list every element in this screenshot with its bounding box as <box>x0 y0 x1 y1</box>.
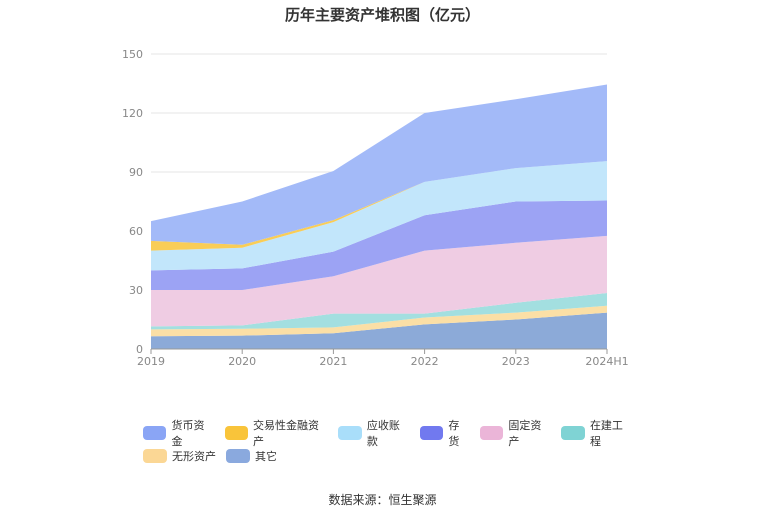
legend-item-construction[interactable]: 在建工程 <box>561 417 633 449</box>
legend-swatch-other <box>226 449 250 463</box>
legend-label-construction: 在建工程 <box>589 419 623 448</box>
legend-item-trading-assets[interactable]: 交易性金融资产 <box>224 417 329 449</box>
legend-item-cash[interactable]: 货币资金 <box>143 417 215 449</box>
legend-label-receivables: 应收账款 <box>366 419 400 448</box>
x-tick-label: 2022 <box>411 355 439 368</box>
legend-swatch-construction <box>561 426 585 440</box>
y-tick-label: 90 <box>129 166 143 179</box>
legend-swatch-receivables <box>338 426 362 440</box>
legend-row-2: 无形资产 其它 <box>143 448 643 464</box>
legend-swatch-inventory <box>419 426 444 440</box>
x-tick-label: 2019 <box>137 355 165 368</box>
area-series-5 <box>151 161 607 271</box>
y-tick-label: 150 <box>122 48 143 61</box>
legend-label-trading-assets: 交易性金融资产 <box>253 419 320 448</box>
stacked-area-chart: 0 30 60 90 120 150 2019 2020 2021 2022 2023 2024H1 <box>122 48 629 368</box>
legend-row-1: 货币资金 交易性金融资产 应收账款 存货 固定资产 在建工程 <box>143 419 643 448</box>
data-source: 数据来源：恒生聚源 <box>328 493 437 507</box>
area-series-3 <box>151 235 607 327</box>
legend-item-receivables[interactable]: 应收账款 <box>338 417 410 449</box>
y-tick-label: 30 <box>129 284 143 297</box>
x-tick-label: 2020 <box>228 355 256 368</box>
x-tick-label: 2021 <box>319 355 347 368</box>
legend-item-fixed-assets[interactable]: 固定资产 <box>479 417 552 449</box>
area-series-2 <box>151 292 607 330</box>
legend-swatch-cash <box>143 426 167 440</box>
area-series-1 <box>151 305 607 337</box>
legend-item-intangible[interactable]: 无形资产 <box>143 448 216 464</box>
y-tick-label: 0 <box>136 343 143 356</box>
legend: 货币资金 交易性金融资产 应收账款 存货 固定资产 在建工程 <box>143 419 643 471</box>
x-tick-label: 2024H1 <box>585 355 628 368</box>
chart-title: 历年主要资产堆积图（亿元） <box>284 6 480 24</box>
legend-label-intangible: 无形资产 <box>172 450 216 463</box>
y-tick-label: 60 <box>129 225 143 238</box>
area-series-4 <box>151 200 607 290</box>
legend-item-other[interactable]: 其它 <box>226 448 277 464</box>
y-tick-label: 120 <box>122 107 143 120</box>
legend-label-fixed-assets: 固定资产 <box>508 419 542 448</box>
legend-swatch-intangible <box>143 449 167 463</box>
legend-label-other: 其它 <box>255 450 277 463</box>
legend-label-cash: 货币资金 <box>171 419 205 448</box>
legend-item-inventory[interactable]: 存货 <box>419 417 470 449</box>
x-tick-label: 2023 <box>502 355 530 368</box>
area-series-0 <box>151 312 607 349</box>
legend-label-inventory: 存货 <box>448 419 460 448</box>
legend-swatch-fixed-assets <box>479 426 504 440</box>
area-series-7 <box>151 84 607 245</box>
legend-swatch-trading-assets <box>224 426 249 440</box>
